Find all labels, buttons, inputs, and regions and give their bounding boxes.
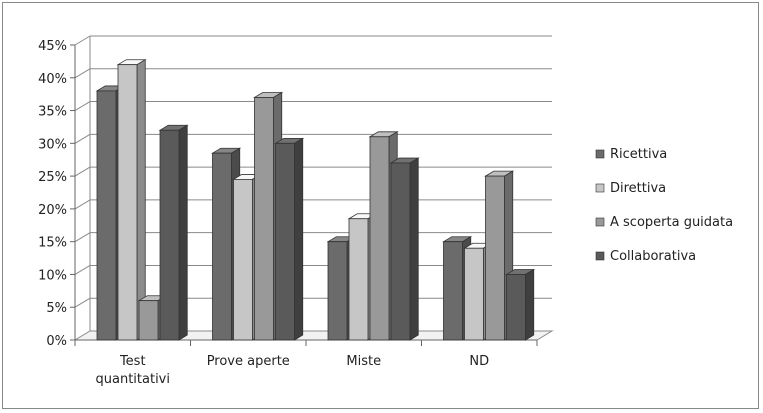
bar-collaborativa: [506, 274, 526, 341]
y-tick-label: 40%: [38, 72, 67, 87]
y-tick-label: 10%: [38, 268, 67, 283]
y-tick-label: 25%: [38, 170, 67, 185]
legend-label-collaborativa: Collaborativa: [610, 249, 696, 264]
x-category-label: Test: [119, 354, 146, 369]
gridline-depth: [74, 35, 91, 46]
legend-swatch-collaborativa: [595, 251, 605, 261]
gridline-depth: [74, 133, 91, 144]
bar-a-scoperta-guidata: [369, 136, 390, 341]
bar-collaborativa: [390, 162, 411, 341]
legend-swatch-ricettiva: [595, 149, 605, 159]
y-tick-label: 30%: [38, 137, 67, 152]
y-tick-label: 45%: [38, 39, 67, 54]
gridline-depth: [74, 68, 91, 79]
bars-layer: [95, 59, 536, 341]
bar-a-scoperta-guidata: [485, 175, 505, 341]
gridline-depth: [74, 265, 91, 275]
bar-direttiva: [233, 178, 253, 341]
legend-layer: Ricettiva Direttiva A scoperta guidata Coll…: [595, 147, 733, 264]
bar-ricettiva: [212, 152, 232, 341]
legend-label-ricettiva: Ricettiva: [610, 147, 667, 162]
bar-collaborativa: [159, 129, 180, 341]
bar-collaborativa: [275, 142, 295, 341]
gridline-depth: [74, 297, 91, 308]
labels-layer: 0% 5% 10% 15% 20% 25% 30% 35% 40% 45% Test quantita…: [38, 39, 489, 387]
bar-direttiva: [464, 247, 484, 341]
bar-side-collaborativa: [409, 157, 419, 341]
x-category-label: ND: [469, 354, 489, 369]
bar-side-collaborativa: [294, 137, 304, 341]
bar-direttiva: [348, 218, 369, 341]
x-category-label: quantitativi: [96, 372, 170, 387]
x-category-label: Prove aperte: [207, 354, 290, 369]
legend-swatch-a-scoperta-guidata: [595, 217, 605, 227]
y-tick-label: 5%: [46, 301, 67, 316]
bar-a-scoperta-guidata: [138, 300, 159, 341]
bar-ricettiva: [327, 241, 348, 341]
legend-label-direttiva: Direttiva: [610, 181, 666, 196]
legend-label-a-scoperta-guidata: A scoperta guidata: [610, 215, 733, 230]
legend-swatch-direttiva: [595, 183, 605, 193]
bar-ricettiva: [96, 90, 117, 341]
gridline-depth: [74, 166, 91, 177]
bar-direttiva: [117, 64, 138, 341]
bar-side-collaborativa: [525, 268, 535, 341]
y-tick-label: 0%: [46, 334, 67, 349]
bar-a-scoperta-guidata: [254, 97, 274, 341]
gridline-depth: [74, 199, 91, 210]
y-tick-label: 20%: [38, 203, 67, 218]
y-tick-label: 15%: [38, 236, 67, 251]
bar-ricettiva: [443, 241, 463, 341]
gridline-depth: [74, 101, 91, 111]
x-category-label: Miste: [346, 354, 381, 369]
gridline-depth: [74, 232, 91, 243]
y-tick-label: 35%: [38, 105, 67, 120]
bar-side-collaborativa: [178, 124, 188, 341]
